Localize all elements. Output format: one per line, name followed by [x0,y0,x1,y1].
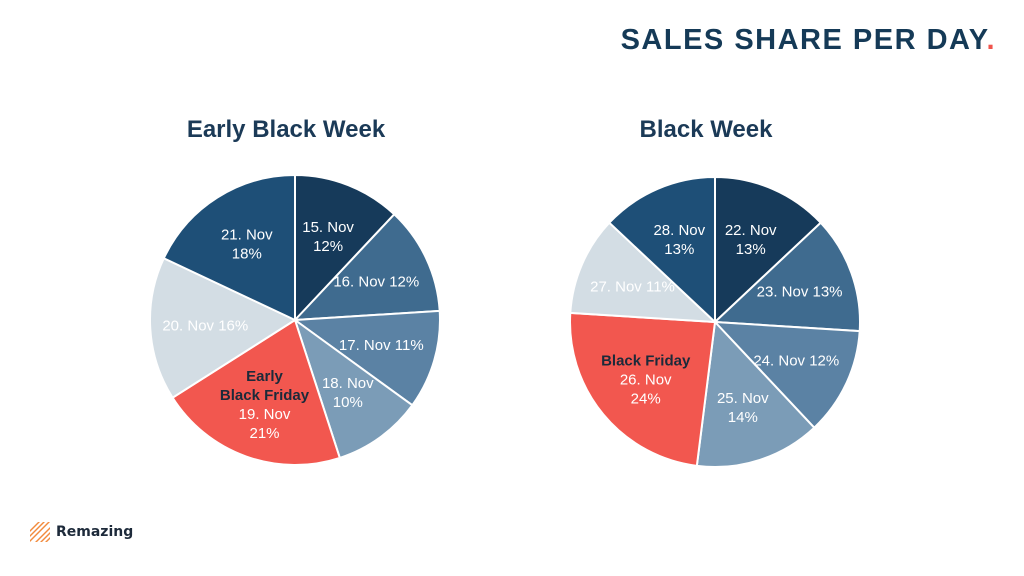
pie-label-label-text-1-5: 27. Nov 11% [590,278,675,295]
pie-slice-21-nov [162,173,296,322]
pie-label-value-text-0-3: 10% [333,394,363,411]
pie-label-label-text-0-0: 15. Nov [302,219,354,236]
pie-slice-17-nov [292,309,441,407]
pie-slice-18-nov [293,317,414,460]
pie-label-label-text-0-4: 19. Nov [239,406,291,423]
pie-label-value-text-1-4: 24% [631,390,661,407]
pie-label-label-text-0-2: 17. Nov 11% [339,337,424,354]
pie-slice-27-nov [569,221,718,324]
pie-slice-28-nov [607,175,716,325]
pie-label-annotation-1-4: Black Friday [601,352,691,369]
chart-title-black-week: Black Week [639,116,773,143]
page-title-text: SALES SHARE PER DAY [620,24,987,56]
page-title: SALES SHARE PER DAY. [621,24,996,57]
pie-slice-26-nov [569,311,717,467]
pie-label-label-text-0-3: 18. Nov [322,375,374,392]
pie-label-value-text-1-6: 13% [664,241,694,258]
brand-logo: Remazing [30,522,133,542]
pie-slice-22-nov [714,175,823,325]
pie-label-label-text-0-1: 16. Nov 12% [333,274,419,291]
pie-label-value-text-1-0: 13% [736,241,766,258]
pie-slice-19-nov [171,318,342,466]
pie-label-label-text-0-6: 21. Nov [221,227,273,244]
pie-slice-23-nov [712,221,861,333]
pie-label-label-text-0-5: 20. Nov 16% [162,318,248,335]
pie-annotation-0-0: Early [246,368,283,385]
pie-label-label-text-1-2: 24. Nov 12% [753,352,839,369]
pie-annotation-0-1: Black Friday [220,387,310,404]
pie-slice-20-nov [149,256,298,400]
pie-label-label-text-1-4: 26. Nov [620,371,672,388]
pie-slice-24-nov [712,320,861,430]
pie-group-0 [149,173,441,466]
chart-title-early-black-week: Early Black Week [186,116,386,143]
pie-label-value-text-0-4: 21% [249,425,279,442]
pie-label-value-text-1-3: 14% [728,409,758,426]
pie-label-value-text-0-6: 18% [232,246,262,263]
remazing-stripes-icon [30,522,50,542]
pie-labels-1: 22. Nov 13% 23. Nov 13% 24. Nov 12% 25. Nov 1… [590,222,842,426]
brand-name: Remazing [56,524,134,540]
pie-slice-25-nov [695,319,816,468]
pie-slice-16-nov [292,212,441,322]
pie-label-value-text-0-0: 12% [313,238,343,255]
pie-group-1 [569,175,861,468]
pie-label-label-text-1-1: 23. Nov 13% [757,284,843,301]
pie-labels-0: 15. Nov 12% 16. Nov 12% 17. Nov 11% 18. Nov 1… [162,219,423,442]
pie-slice-15-nov [294,173,396,323]
pie-label-label-text-1-6: 28. Nov [653,222,705,239]
title-accent-dot: . [986,24,996,56]
pie-label-label-text-1-3: 25. Nov [717,390,769,407]
pie-label-label-text-1-0: 22. Nov [725,222,777,239]
